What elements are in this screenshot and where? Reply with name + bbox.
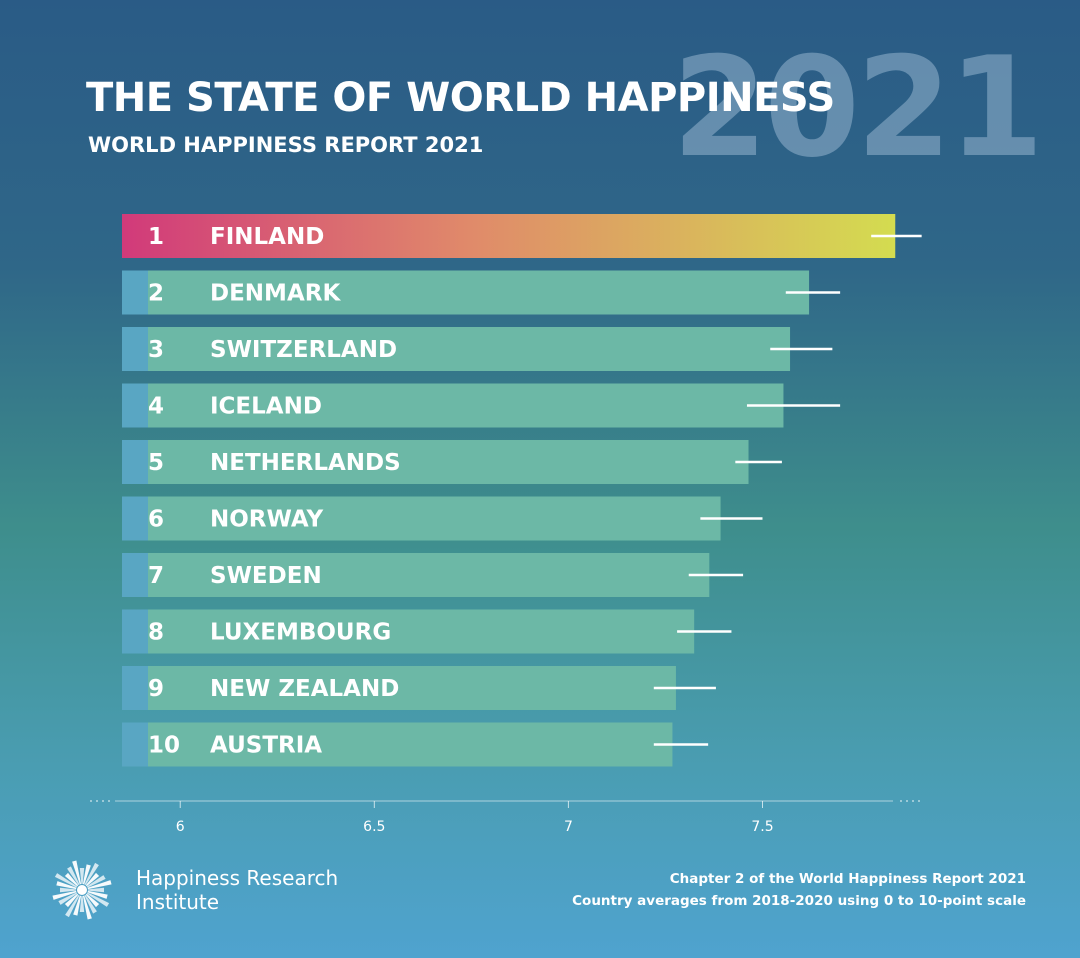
rank-label: 4 [148, 394, 164, 420]
bar-row: 2 DENMARK [122, 270, 841, 315]
logo-ray [58, 892, 78, 905]
rank-cell [122, 609, 148, 654]
source-note-line-2: Country averages from 2018-2020 using 0 … [572, 893, 1026, 909]
logo-ray [87, 890, 108, 899]
rank-cell [122, 496, 148, 541]
source-note: Chapter 2 of the World Happiness Report … [466, 868, 1026, 912]
rank-cell [122, 327, 148, 371]
logo-ray [82, 895, 92, 920]
country-label: ICELAND [210, 394, 322, 420]
country-label: NETHERLANDS [210, 450, 401, 476]
org-line-1: Happiness Research [136, 866, 339, 890]
bar [122, 609, 695, 654]
rank-label: 9 [148, 676, 164, 702]
rank-cell [122, 553, 148, 597]
bar-row: 6 NORWAY [122, 496, 763, 541]
bar [122, 270, 810, 315]
logo-ray [54, 873, 78, 888]
country-label: LUXEMBOURG [210, 620, 391, 646]
rank-cell [122, 440, 148, 484]
rank-label: 10 [148, 733, 180, 759]
year-watermark: 2021 [672, 27, 1044, 188]
logo-ray [52, 890, 77, 900]
logo-ray [73, 895, 82, 916]
bar-row: 4 ICELAND [122, 383, 841, 428]
country-label: FINLAND [210, 224, 324, 250]
logo-ray [84, 894, 97, 914]
x-tick-label: 7.5 [751, 819, 773, 835]
rank-label: 3 [148, 337, 164, 363]
bar-row: 8 LUXEMBOURG [122, 609, 732, 654]
bar-highlight [122, 214, 896, 258]
organization-name: Happiness Research Institute [136, 866, 436, 914]
x-tick-label: 6 [176, 819, 185, 835]
rank-cell [122, 270, 148, 315]
rank-label: 5 [148, 450, 164, 476]
rank-label: 7 [148, 563, 164, 589]
rank-label: 1 [148, 224, 164, 250]
bar-row: 7 SWEDEN [122, 553, 744, 597]
rank-cell [122, 666, 148, 710]
logo-ray [84, 862, 99, 886]
source-note-line-1: Chapter 2 of the World Happiness Report … [669, 871, 1026, 887]
country-label: SWITZERLAND [210, 337, 397, 363]
bar-row: 5 NETHERLANDS [122, 440, 782, 484]
logo-ray [72, 860, 82, 885]
logo-ray [85, 872, 100, 887]
rank-label: 2 [148, 281, 164, 307]
logo-ray [64, 872, 79, 887]
page-title: THE STATE OF WORLD HAPPINESS [86, 75, 835, 121]
bar [122, 722, 673, 767]
rank-label: 8 [148, 620, 164, 646]
bar-row: 9 NEW ZEALAND [122, 666, 716, 710]
logo-ray [56, 881, 77, 890]
bar-row: 1 FINLAND [122, 214, 922, 258]
logo-ray [85, 893, 100, 908]
country-label: NEW ZEALAND [210, 676, 399, 702]
bar [122, 496, 721, 541]
logo-ray [87, 880, 112, 890]
country-label: DENMARK [210, 281, 341, 307]
x-tick-label: 6.5 [363, 819, 385, 835]
logo-ray [86, 875, 106, 888]
country-label: SWEDEN [210, 563, 322, 589]
logo-ray [88, 887, 104, 893]
rank-cell [122, 722, 148, 767]
bar-row: 10 AUSTRIA [122, 722, 709, 767]
bar [122, 327, 791, 371]
rank-label: 6 [148, 507, 164, 533]
logo-ray [82, 864, 91, 885]
bar [122, 440, 749, 484]
org-line-2: Institute [136, 890, 220, 914]
bar [122, 553, 710, 597]
logo-ray [65, 894, 80, 918]
logo-ray [67, 866, 80, 886]
bar-row: 3 SWITZERLAND [122, 327, 833, 371]
x-axis: 6 6.5 7 7.5 [90, 800, 920, 835]
logo-ray [79, 868, 85, 884]
sunburst-logo-icon [52, 860, 112, 920]
x-tick-label: 7 [564, 819, 573, 835]
country-label: AUSTRIA [210, 733, 322, 759]
bars-group: 1 FINLAND 2 DENMARK 3 SWITZERLAND 4 ICELAND 5 NET… [122, 214, 922, 767]
logo-ray [79, 896, 85, 912]
country-label: NORWAY [210, 507, 323, 533]
logo-ray [60, 887, 76, 893]
bar [122, 383, 784, 428]
logo-ray [86, 892, 110, 907]
page-subtitle: WORLD HAPPINESS REPORT 2021 [88, 133, 484, 157]
bar [122, 666, 676, 710]
rank-cell [122, 383, 148, 428]
logo-ray [64, 893, 79, 908]
